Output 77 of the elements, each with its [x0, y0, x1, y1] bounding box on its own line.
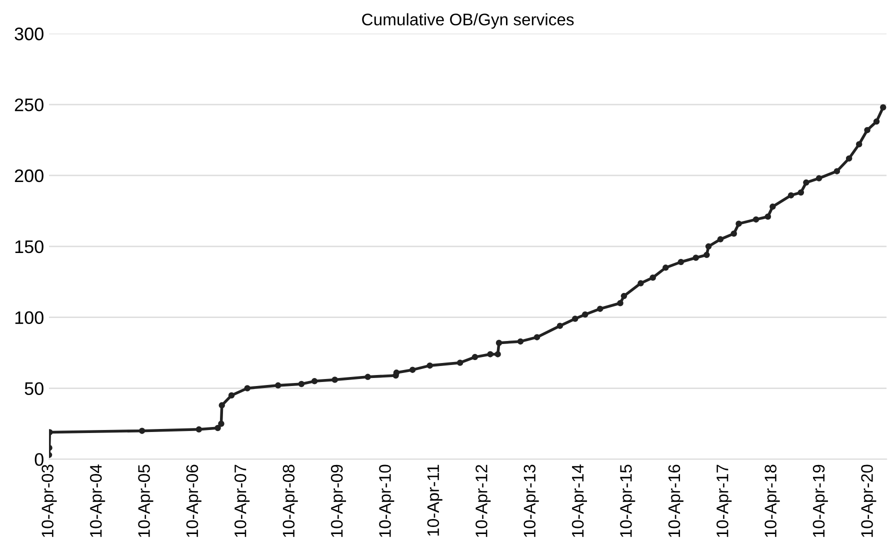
point — [596, 306, 604, 312]
point — [409, 366, 416, 373]
point — [214, 424, 221, 432]
point — [393, 370, 400, 376]
point — [873, 118, 880, 125]
point — [730, 230, 737, 237]
point — [816, 175, 822, 182]
point — [803, 179, 810, 186]
point — [692, 254, 699, 261]
point — [218, 420, 224, 427]
y-tick-label: 100 — [15, 311, 44, 324]
point — [834, 168, 840, 174]
point — [788, 192, 794, 198]
point — [582, 311, 588, 318]
point — [426, 362, 433, 369]
point — [752, 216, 760, 223]
x-tick-label: 10-Apr-12 — [476, 464, 491, 537]
x-tick-label: 10-Apr-17 — [716, 464, 732, 537]
point — [517, 338, 524, 345]
x-tick-label: 10-Apr-09 — [330, 464, 346, 537]
x-tick-label: 10-Apr-16 — [668, 464, 684, 537]
point — [472, 354, 478, 360]
x-tick-label: 10-Apr-11 — [427, 464, 442, 536]
point — [138, 428, 146, 434]
x-tick-label: 10-Apr-10 — [379, 464, 394, 537]
point — [244, 385, 250, 392]
y-tick-label: 200 — [14, 169, 44, 182]
x-tick-label: 10-Apr-04 — [90, 464, 106, 537]
point — [556, 322, 564, 329]
x-tick-label: 10-Apr-18 — [764, 464, 780, 537]
x-tick-label: 10-Apr-19 — [812, 464, 828, 537]
x-tick-label: 10-Apr-05 — [138, 464, 154, 537]
point — [494, 351, 501, 358]
point — [311, 378, 318, 384]
x-tick-label: 10-Apr-14 — [572, 464, 587, 537]
point — [274, 382, 282, 389]
x-tick-label: 10-Apr-06 — [186, 464, 202, 537]
point — [456, 360, 464, 366]
point — [298, 380, 305, 388]
point — [650, 274, 656, 281]
point — [332, 376, 338, 383]
point — [678, 258, 684, 266]
point — [620, 292, 628, 300]
point — [770, 204, 776, 210]
y-tick-label: 0 — [34, 453, 44, 466]
chart-title: Cumulative OB/Gyn services — [362, 13, 574, 29]
point — [534, 334, 540, 340]
point — [704, 252, 710, 258]
y-tick-label: 50 — [24, 382, 44, 395]
point — [487, 351, 494, 358]
point — [496, 340, 502, 346]
point — [846, 155, 852, 162]
point — [856, 141, 862, 148]
y-tick-label: 300 — [14, 28, 44, 40]
point — [880, 104, 886, 110]
point — [705, 243, 712, 250]
x-tick-label: 10-Apr-08 — [282, 464, 298, 537]
point — [617, 300, 624, 306]
point — [764, 213, 772, 220]
y-tick-label: 150 — [15, 240, 44, 254]
point — [864, 126, 870, 134]
point — [662, 264, 669, 271]
x-tick-label: 10-Apr-15 — [620, 464, 636, 537]
point — [638, 280, 644, 286]
point — [228, 392, 235, 398]
y-tick-label: 250 — [14, 98, 44, 112]
x-tick-label: 10-Apr-13 — [524, 464, 539, 537]
point — [717, 236, 724, 242]
point — [798, 189, 804, 196]
x-tick-label: 10-Apr-03 — [42, 464, 57, 537]
x-tick-label: 10-Apr-07 — [234, 464, 250, 537]
point — [218, 402, 225, 408]
point — [736, 220, 742, 227]
point — [364, 374, 371, 380]
point — [572, 316, 578, 322]
point — [196, 426, 202, 433]
x-tick-label: 10-Apr-20 — [861, 464, 876, 537]
